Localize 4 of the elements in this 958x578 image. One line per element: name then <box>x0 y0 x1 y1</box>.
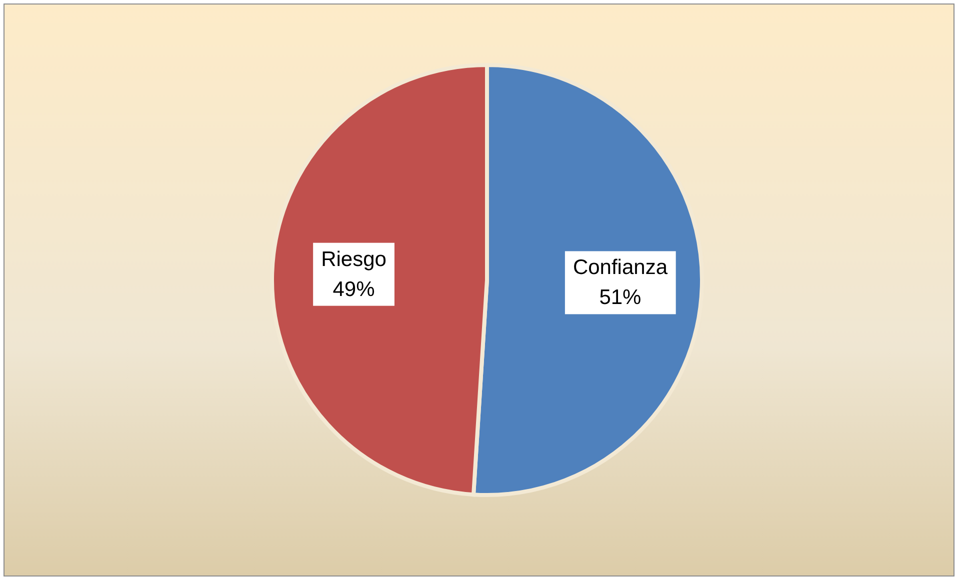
slice-label: Riesgo <box>321 248 386 271</box>
data-label: 49% <box>332 278 375 301</box>
data-label: 51% <box>599 286 642 310</box>
slice-label: Confianza <box>572 256 668 280</box>
